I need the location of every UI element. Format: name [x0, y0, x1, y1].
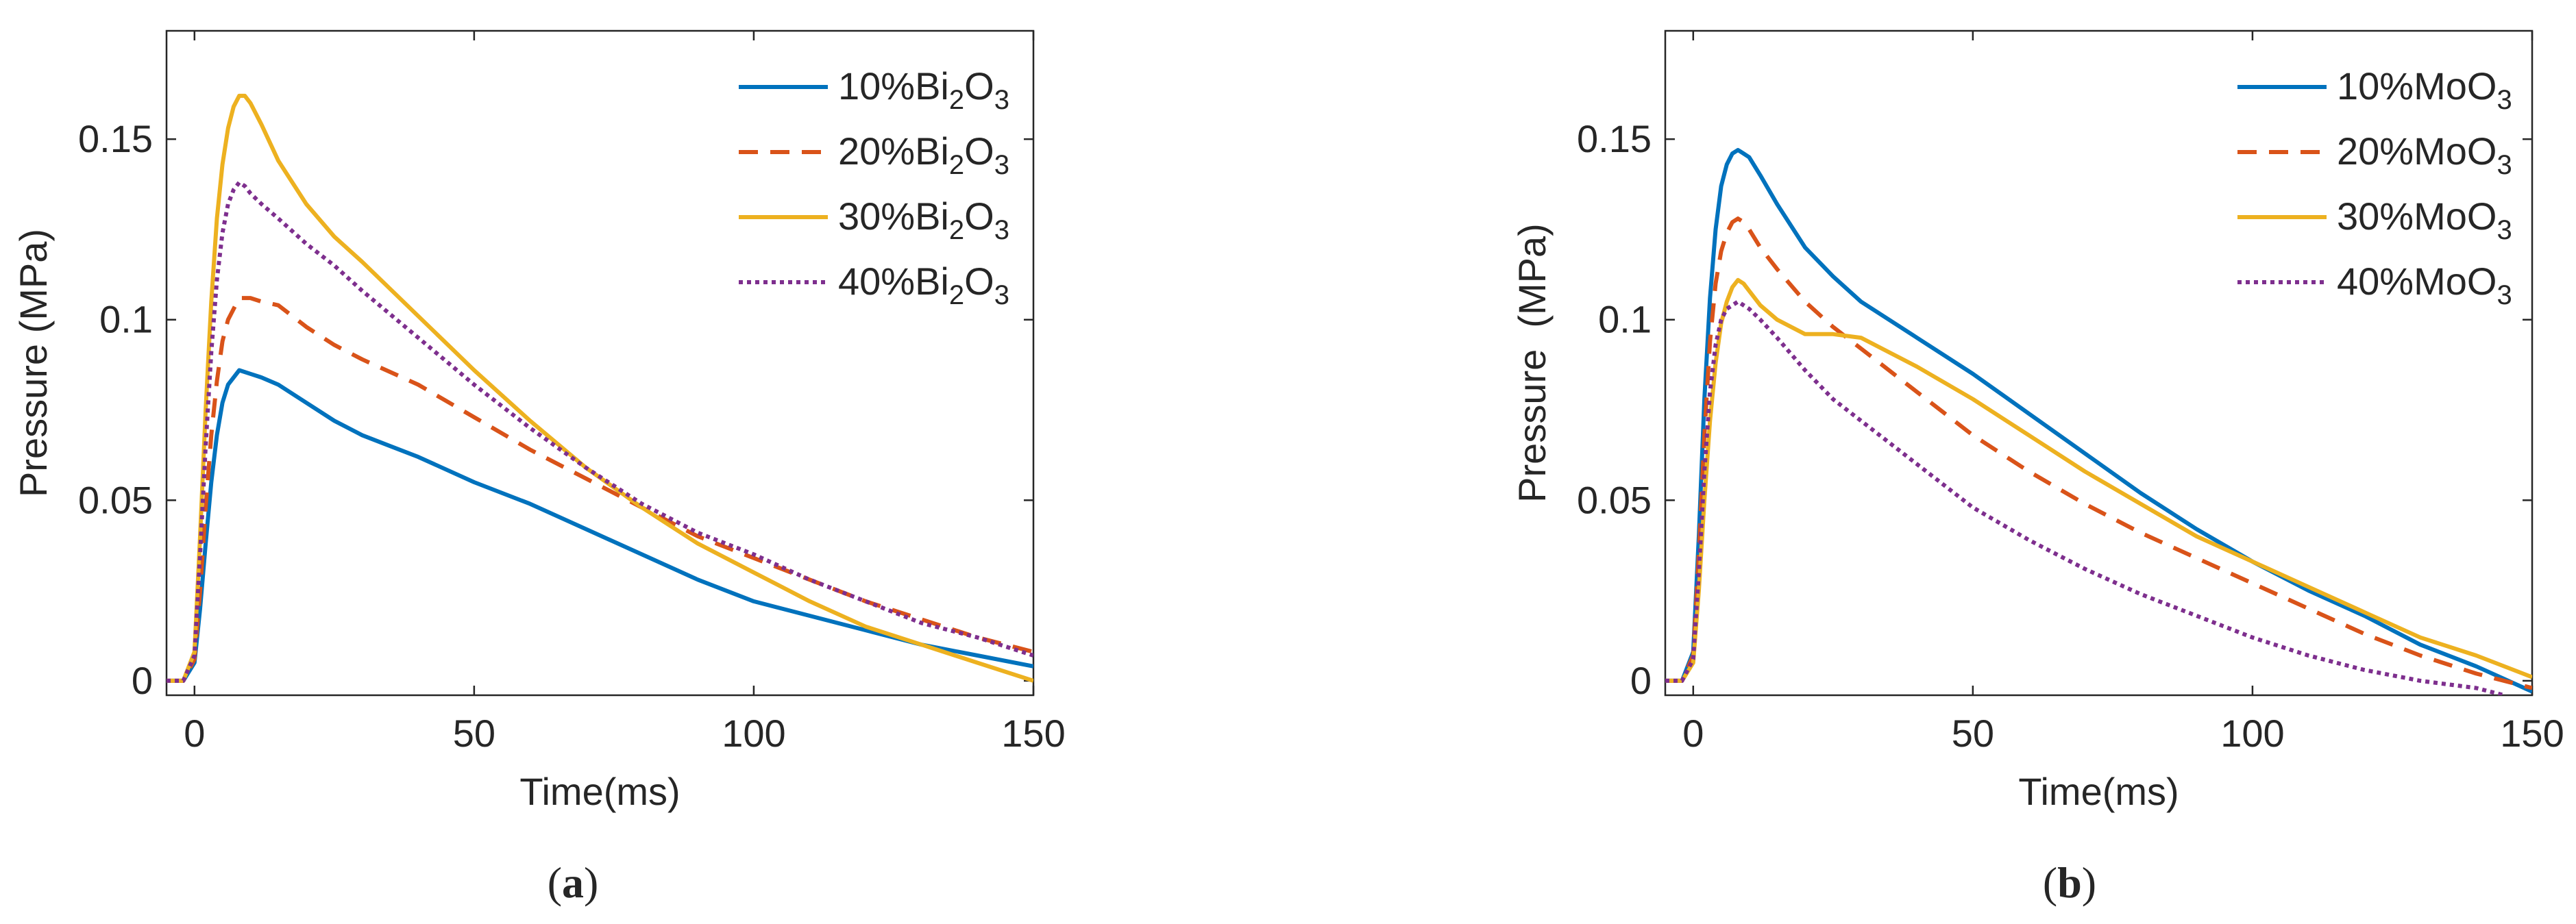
axes-box	[1664, 29, 2534, 697]
legend-label: 20%Bi2O3	[838, 129, 1009, 180]
legend: 10%MoO3 20%MoO3 30%MoO3 40%MoO3	[2237, 64, 2512, 310]
y-tick-label: 0	[1630, 659, 1652, 702]
legend-label: 10%MoO3	[2337, 64, 2512, 115]
series-line-3	[167, 93, 1033, 683]
x-tick-label: 150	[2500, 712, 2564, 755]
y-tick-label: 0.15	[78, 117, 153, 160]
x-axis-label: Time(ms)	[2018, 770, 2179, 813]
x-tick-label: 0	[1682, 712, 1704, 755]
panel-caption: (a)	[548, 858, 599, 907]
y-tick-label: 0.1	[99, 298, 153, 341]
series-line-3	[1665, 277, 2532, 683]
panel-caption: (b)	[2043, 858, 2096, 907]
series-line-4	[1665, 299, 2505, 695]
legend-label: 10%Bi2O3	[838, 64, 1009, 115]
series-line-2	[1665, 216, 2532, 690]
legend-label: 30%MoO3	[2337, 195, 2512, 245]
legend: 10%Bi2O3 20%Bi2O3 30%Bi2O3 40%Bi2O3	[739, 64, 1009, 310]
y-tick-label: 0.05	[78, 478, 153, 521]
y-tick-label: 0.1	[1598, 298, 1652, 341]
legend-label: 20%MoO3	[2337, 129, 2512, 180]
series-line-1	[167, 368, 1033, 683]
axes-box	[165, 29, 1035, 697]
series-line-4	[167, 180, 1033, 683]
x-tick-label: 150	[1001, 712, 1065, 755]
x-tick-label: 50	[1952, 712, 1994, 755]
y-axis-label: Pressure (MPa)	[12, 229, 55, 497]
x-tick-label: 100	[722, 712, 785, 755]
y-tick-label: 0	[132, 659, 153, 702]
series-line-2	[167, 296, 1033, 683]
x-tick-label: 50	[453, 712, 495, 755]
x-tick-label: 0	[184, 712, 205, 755]
panel-b: 0 50 100 150 0 0.05 0.1 0.15 Time(ms) Pressure (M…	[1510, 29, 2564, 813]
y-tick-label: 0.15	[1577, 117, 1652, 160]
y-axis-label: Pressure (MPa)	[1510, 223, 1554, 503]
x-tick-label: 100	[2220, 712, 2284, 755]
x-axis-label: Time(ms)	[519, 770, 680, 813]
legend-label: 40%MoO3	[2337, 260, 2512, 310]
legend-label: 30%Bi2O3	[838, 195, 1009, 245]
y-tick-label: 0.05	[1577, 478, 1652, 521]
panel-a: 0 50 100 150 0 0.05 0.1 0.15 Time(ms) Pressure (M…	[12, 29, 1066, 813]
legend-label: 40%Bi2O3	[838, 260, 1009, 310]
